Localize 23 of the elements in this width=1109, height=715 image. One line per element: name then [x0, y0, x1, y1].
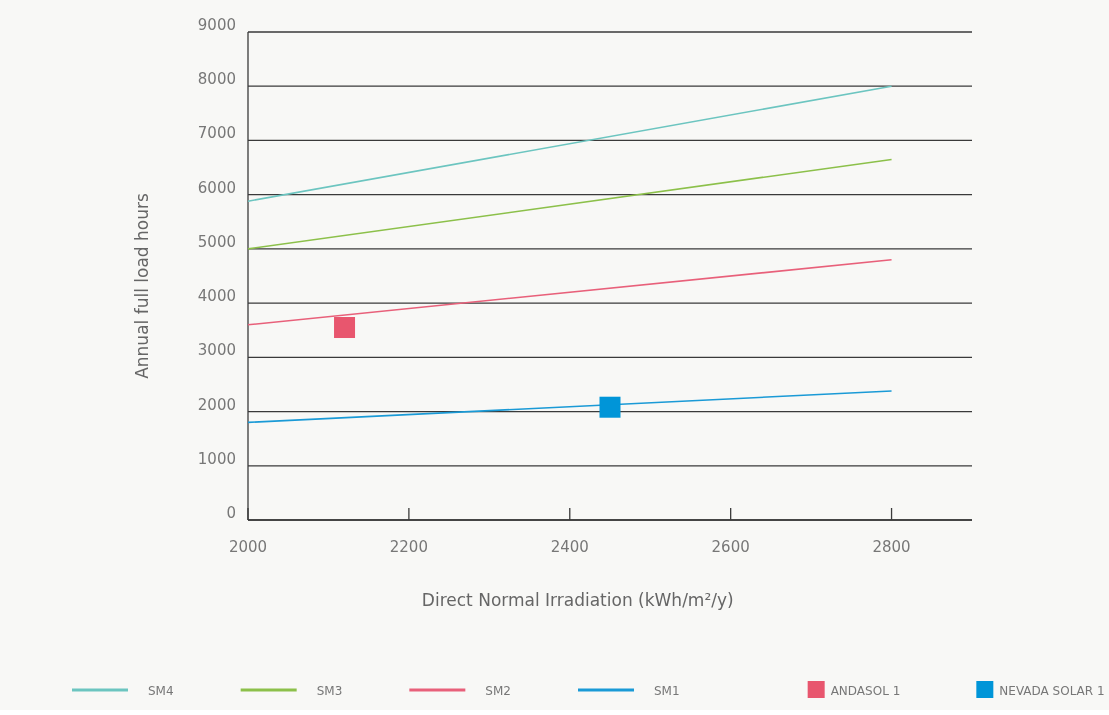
legend-label: SM3 [316, 684, 343, 698]
legend-label: SM2 [485, 684, 511, 698]
x-tick-label: 2400 [550, 538, 589, 556]
y-tick-label: 7000 [197, 124, 236, 143]
y-tick-label: 8000 [197, 70, 236, 89]
x-tick-label: 2600 [711, 538, 750, 556]
legend-label: ANDASOL 1 [830, 684, 901, 698]
x-tick-label: 2000 [228, 538, 268, 556]
legend-label: SM4 [148, 684, 174, 698]
legend-label: SM1 [654, 684, 680, 698]
y-tick-label: 3000 [197, 341, 236, 360]
y-tick-label: 2000 [197, 395, 236, 414]
y-tick-label: 4000 [197, 287, 236, 306]
y-tick-label: 0 [226, 504, 236, 522]
y-tick-label: 1000 [197, 449, 236, 468]
legend-label: NEVADA SOLAR 1 [999, 684, 1105, 698]
x-tick-label: 2200 [389, 538, 428, 556]
y-tick-label: 6000 [197, 178, 236, 197]
y-tick-label: 5000 [197, 232, 236, 251]
y-axis-title: Annual full load hours [132, 193, 152, 379]
x-tick-label: 2800 [872, 538, 911, 556]
y-tick-label: 9000 [197, 16, 236, 34]
x-axis-title: Direct Normal Irradiation (kWh/m²/y) [421, 590, 734, 610]
